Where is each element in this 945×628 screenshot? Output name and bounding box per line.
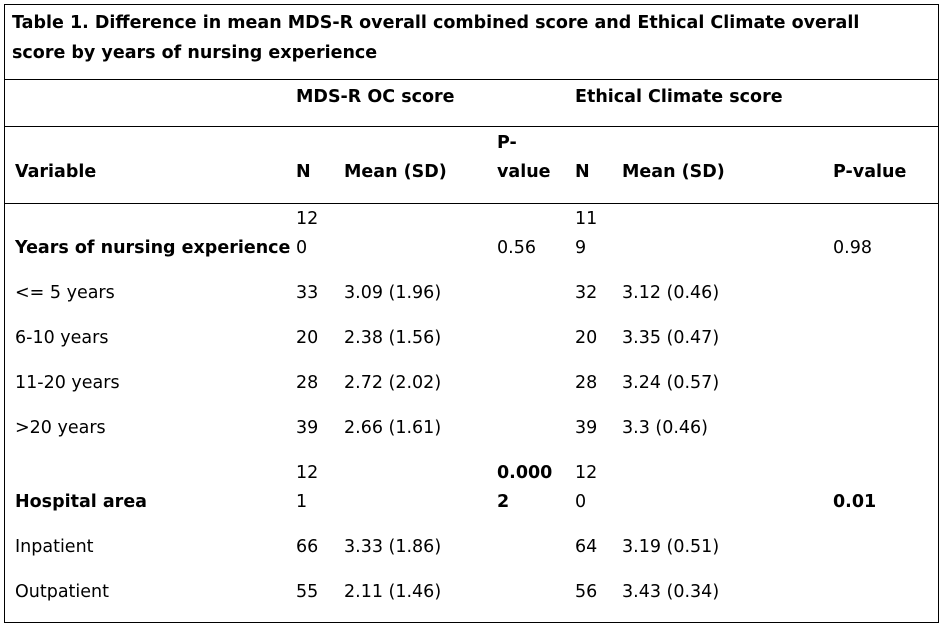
group-header-ethical: Ethical Climate score xyxy=(575,87,783,107)
row-label: Outpatient xyxy=(15,582,110,602)
row-mean1: 3.09 (1.96) xyxy=(344,283,442,303)
row-n1: 20 xyxy=(296,328,319,348)
row-n1: 55 xyxy=(296,582,319,602)
title-divider xyxy=(4,79,939,80)
column-header-mean1: Mean (SD) xyxy=(344,162,447,182)
group-n2-line1: 12 xyxy=(575,463,598,483)
column-header-divider xyxy=(4,203,939,204)
group-label: Hospital area xyxy=(15,492,147,512)
row-mean2: 3.24 (0.57) xyxy=(622,373,720,393)
row-n1: 39 xyxy=(296,418,319,438)
row-mean2: 3.35 (0.47) xyxy=(622,328,720,348)
row-n1: 66 xyxy=(296,537,319,557)
row-mean2: 3.43 (0.34) xyxy=(622,582,720,602)
group-p2: 0.98 xyxy=(833,238,872,258)
row-n2: 20 xyxy=(575,328,598,348)
group-n1-line2: 0 xyxy=(296,238,308,258)
row-n2: 56 xyxy=(575,582,598,602)
row-n2: 32 xyxy=(575,283,598,303)
group-label: Years of nursing experience xyxy=(15,238,291,258)
row-mean1: 2.11 (1.46) xyxy=(344,582,442,602)
row-label: Inpatient xyxy=(15,537,94,557)
group-header-mds: MDS-R OC score xyxy=(296,87,455,107)
column-header-variable: Variable xyxy=(15,162,97,182)
column-header-p2: P-value xyxy=(833,162,907,182)
group-header-divider xyxy=(4,126,939,127)
row-mean2: 3.19 (0.51) xyxy=(622,537,720,557)
column-header-n2: N xyxy=(575,162,590,182)
row-mean1: 3.33 (1.86) xyxy=(344,537,442,557)
row-mean2: 3.12 (0.46) xyxy=(622,283,720,303)
row-n1: 33 xyxy=(296,283,319,303)
group-p1-line1: 0.000 xyxy=(497,463,553,483)
row-n2: 64 xyxy=(575,537,598,557)
row-mean1: 2.66 (1.61) xyxy=(344,418,442,438)
column-header-n1: N xyxy=(296,162,311,182)
row-label: <= 5 years xyxy=(15,283,115,303)
group-n2-line2: 9 xyxy=(575,238,587,258)
group-p1: 0.56 xyxy=(497,238,536,258)
group-p2: 0.01 xyxy=(833,492,877,512)
table-frame xyxy=(4,4,939,623)
row-n1: 28 xyxy=(296,373,319,393)
column-header-mean2: Mean (SD) xyxy=(622,162,725,182)
group-n2-line1: 11 xyxy=(575,209,598,229)
group-n1-line1: 12 xyxy=(296,209,319,229)
table-title: Table 1. Difference in mean MDS-R overal… xyxy=(12,13,860,63)
group-n2-line2: 0 xyxy=(575,492,587,512)
row-n2: 28 xyxy=(575,373,598,393)
group-n1-line1: 12 xyxy=(296,463,319,483)
row-mean1: 2.72 (2.02) xyxy=(344,373,442,393)
column-header-p1-line1: P- xyxy=(497,133,517,153)
row-n2: 39 xyxy=(575,418,598,438)
group-n1-line2: 1 xyxy=(296,492,308,512)
row-label: >20 years xyxy=(15,418,106,438)
group-p1-line2: 2 xyxy=(497,492,510,512)
row-mean1: 2.38 (1.56) xyxy=(344,328,442,348)
row-label: 6-10 years xyxy=(15,328,109,348)
row-mean2: 3.3 (0.46) xyxy=(622,418,709,438)
row-label: 11-20 years xyxy=(15,373,120,393)
column-header-p1-line2: value xyxy=(497,162,551,182)
